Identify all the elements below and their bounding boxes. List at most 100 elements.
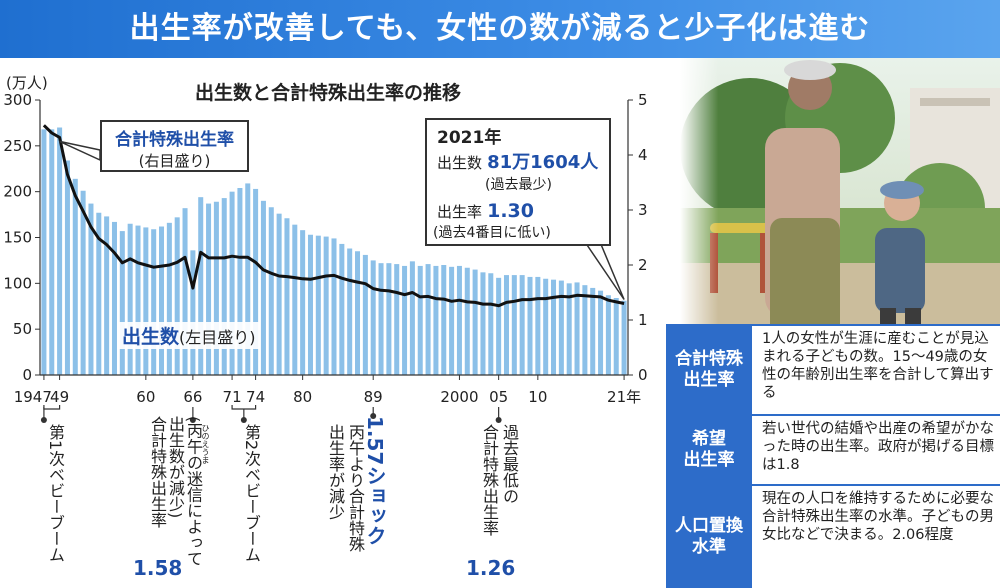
glossary-term-text: 合計特殊 出生率 xyxy=(675,349,743,390)
glossary-definition: 1人の女性が生涯に産むことが見込まれる子どもの数。15〜49歳の女性の年齢別出生… xyxy=(762,331,994,401)
right-tick-label: 2 xyxy=(638,256,648,274)
hinoe-note-1: (丙午の迷信によって xyxy=(184,416,203,567)
callout-births-caption: 出生数 xyxy=(437,154,483,172)
birth-bar xyxy=(355,251,361,375)
callout-rate-caption: 出生率 xyxy=(437,203,483,221)
shock-note-2: 出生率が減少 xyxy=(326,424,345,520)
glossary-term: 合計特殊 出生率 xyxy=(666,326,752,414)
birth-bar xyxy=(253,188,259,375)
glossary-panel: 合計特殊 出生率 1人の女性が生涯に産むことが見込まれる子どもの数。15〜49歳… xyxy=(666,324,1000,588)
birth-bar xyxy=(417,265,423,375)
leader-dot xyxy=(370,413,377,419)
birth-bar xyxy=(551,279,557,375)
left-axis-unit: (万人) xyxy=(6,74,48,92)
page-title: 出生率が改善しても、女性の数が減ると少子化は進む xyxy=(129,11,871,46)
chart-title: 出生数と合計特殊出生率の推移 xyxy=(195,82,462,104)
x-tick-label: 89 xyxy=(364,388,383,406)
births-legend-label: 出生数 xyxy=(122,326,180,348)
birth-bar xyxy=(159,226,165,375)
birth-bar xyxy=(574,282,580,375)
birth-bar xyxy=(425,264,431,375)
birth-bar xyxy=(598,290,604,375)
boom1-annotation: 第1次ベビーブーム xyxy=(46,424,65,563)
rate-callout-pointer xyxy=(59,140,101,162)
leader-dot xyxy=(495,417,502,423)
rate-legend-label: 合計特殊出生率 xyxy=(115,130,234,150)
birth-bar xyxy=(174,217,180,375)
birth-bar xyxy=(527,276,533,375)
x-tick-label: 60 xyxy=(136,388,155,406)
x-tick-label: 49 xyxy=(50,388,69,406)
birth-bar xyxy=(543,278,549,375)
birth-bar xyxy=(315,235,321,375)
birth-bar xyxy=(41,129,47,375)
x-tick-label: 1947 xyxy=(14,388,52,406)
birth-bar xyxy=(127,223,133,375)
birth-bar xyxy=(519,275,525,375)
hinoe-value: 1.58 xyxy=(133,556,183,580)
left-tick-label: 50 xyxy=(13,320,32,338)
birth-bar xyxy=(621,300,627,375)
left-tick-label: 150 xyxy=(3,229,32,247)
birth-bar xyxy=(347,248,353,375)
birth-bar xyxy=(206,203,212,375)
birth-bar xyxy=(190,250,196,375)
left-tick-label: 250 xyxy=(3,137,32,155)
right-tick-label: 0 xyxy=(638,366,648,384)
glossary-term: 希望 出生率 xyxy=(666,416,752,484)
boom2-annotation: 第2次ベビーブーム xyxy=(242,424,261,563)
birth-bar xyxy=(300,230,306,375)
right-tick-label: 1 xyxy=(638,311,648,329)
birth-bar xyxy=(111,221,117,375)
birth-bar xyxy=(409,261,415,375)
glossary-row-3: 人口置換 水準 現在の人口を維持するために必要な合計特殊出生率の水準。子どもの男… xyxy=(666,484,1000,588)
birth-bar xyxy=(57,127,63,375)
birth-bar xyxy=(276,213,282,375)
x-tick-label: 74 xyxy=(246,388,265,406)
birth-bar xyxy=(558,280,564,375)
right-tick-label: 5 xyxy=(638,91,648,109)
birth-bar xyxy=(464,267,470,375)
births-legend-sub: (左目盛り) xyxy=(179,328,256,347)
birth-bar xyxy=(605,295,611,375)
birth-bar xyxy=(339,243,345,375)
birth-bar xyxy=(88,203,94,375)
birth-bar xyxy=(166,222,172,375)
birth-bar xyxy=(480,272,486,375)
birth-bar xyxy=(198,197,204,375)
callout-rate-note: (過去4番目に低い) xyxy=(433,225,551,241)
x-tick-label: 71 xyxy=(223,388,242,406)
birth-bar xyxy=(503,275,509,375)
birth-bar xyxy=(143,227,149,375)
birth-bar xyxy=(323,236,329,375)
leader-dot xyxy=(189,417,196,423)
birth-bar xyxy=(221,198,227,375)
shock-title-text: 1.57ショック xyxy=(363,416,387,546)
birth-bar xyxy=(590,287,596,375)
birth-bar xyxy=(245,183,251,375)
birth-bar xyxy=(613,298,619,375)
glossary-term-text: 人口置換 水準 xyxy=(675,516,743,557)
left-tick-label: 200 xyxy=(3,183,32,201)
hinoe-note-2: 出生数が減少) xyxy=(166,416,185,519)
birth-bar xyxy=(535,276,541,375)
birth-bar xyxy=(386,263,392,375)
birth-bar xyxy=(292,224,298,375)
birth-bar xyxy=(237,188,243,375)
leader-dot xyxy=(240,417,247,423)
rate-line xyxy=(42,124,625,308)
birth-bar xyxy=(582,285,588,375)
right-tick-label: 3 xyxy=(638,201,648,219)
hinoe-ruby: ひのえうま xyxy=(201,424,210,464)
title-banner xyxy=(0,0,1000,58)
birth-bar xyxy=(135,225,141,375)
x-tick-label: 2000 xyxy=(440,388,478,406)
glossary-row-1: 合計特殊 出生率 1人の女性が生涯に産むことが見込まれる子どもの数。15〜49歳… xyxy=(666,324,1000,414)
birth-bar xyxy=(96,212,102,375)
birth-bar xyxy=(64,160,70,375)
rate-legend-sub: (右目盛り) xyxy=(138,152,211,170)
birth-bar xyxy=(229,191,235,375)
birth-bar xyxy=(307,234,313,375)
x-tick-label: 66 xyxy=(183,388,202,406)
